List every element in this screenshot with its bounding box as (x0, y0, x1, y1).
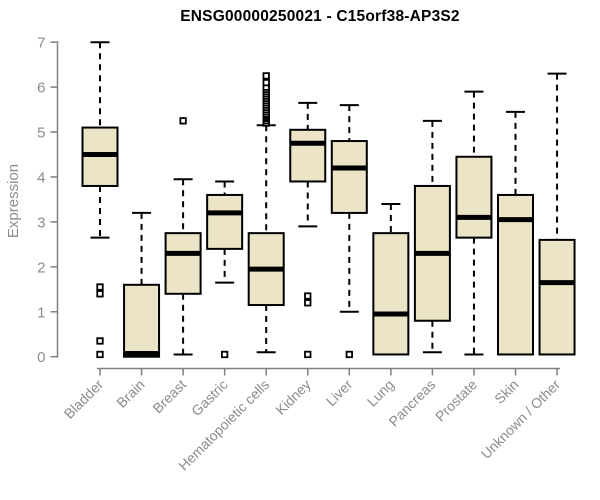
y-tick-label: 6 (37, 80, 45, 97)
outlier-point (262, 78, 270, 87)
box-breast (164, 117, 202, 356)
box-skin (497, 110, 534, 356)
outlier-point (304, 299, 312, 307)
y-tick-label: 2 (37, 259, 45, 276)
outlier-point (179, 117, 187, 125)
x-tick-label-lung: Lung (364, 376, 397, 409)
box-liver (330, 104, 368, 359)
outlier-point (304, 350, 312, 359)
x-tick-label-bladder: Bladder (61, 376, 107, 422)
outlier-point (96, 283, 104, 291)
y-axis-title: Expression (5, 163, 22, 239)
box-hematopoietic-cells (247, 72, 285, 354)
x-tick-label-prostate: Prostate (432, 376, 480, 424)
x-tick-label-breast: Breast (149, 376, 189, 416)
x-tick-label-liver: Liver (323, 376, 356, 409)
x-tick-label-skin: Skin (491, 376, 522, 407)
y-tick-label: 0 (37, 349, 45, 366)
box-iqr (538, 238, 576, 356)
y-tick-label: 3 (37, 214, 45, 231)
y-tick-label: 1 (37, 304, 45, 321)
y-tick-label: 7 (37, 35, 45, 52)
outlier-point (345, 350, 353, 359)
outlier-point (96, 337, 104, 345)
outlier-point (220, 350, 229, 359)
outlier-point (96, 290, 104, 298)
y-tick-label: 4 (37, 169, 45, 186)
box-lung (372, 202, 410, 356)
box-iqr (330, 140, 368, 214)
outlier-point (262, 72, 270, 80)
box-pancreas (413, 119, 451, 354)
y-tick-label: 5 (37, 125, 45, 142)
box-iqr (372, 232, 410, 356)
x-tick-label-unknown-other: Unknown / Other (478, 376, 564, 462)
box-iqr (206, 193, 244, 250)
x-tick-label-brain: Brain (113, 376, 147, 410)
box-iqr (164, 232, 202, 295)
box-prostate (455, 90, 493, 356)
box-kidney (289, 101, 327, 359)
box-iqr (455, 155, 493, 239)
x-tick-label-kidney: Kidney (272, 376, 314, 418)
box-iqr (289, 128, 327, 183)
box-gastric (206, 180, 244, 359)
box-iqr (123, 283, 161, 358)
chart-title: ENSG00000250021 - C15orf38-AP3S2 (180, 8, 460, 25)
outlier-point (304, 292, 312, 300)
box-brain (123, 211, 161, 358)
box-bladder (81, 41, 119, 359)
outlier-point (96, 350, 104, 359)
box-unknown-other (538, 72, 576, 356)
